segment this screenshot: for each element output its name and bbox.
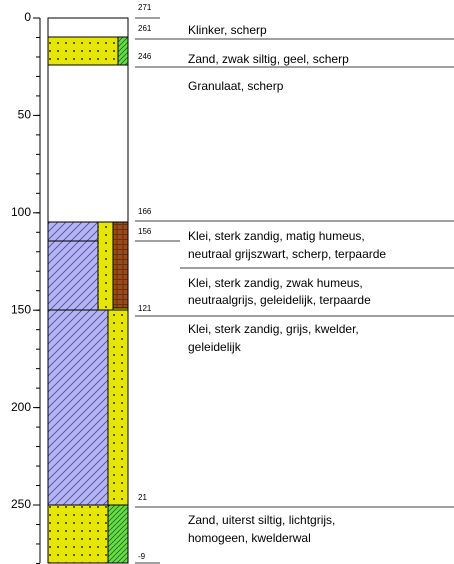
depth-tick-label: 200 [11,400,31,414]
elevation-label: 121 [138,304,152,313]
sand-layer [48,37,118,65]
layer-description: Klei, sterk zandig, zwak humeus, [188,276,363,290]
layer-description: Zand, uiterst siltig, lichtgrijs, [188,513,335,527]
elevation-label: 166 [138,207,152,216]
shell-strip [108,505,128,563]
elevation-label: -9 [138,552,146,561]
shell-strip [118,37,128,65]
brick-strip [113,222,128,308]
sand-layer [48,505,108,563]
depth-tick-label: 0 [24,10,31,24]
layer-description: Klinker, scherp [188,23,267,37]
sand-strip [108,310,128,505]
depth-tick-label: 100 [11,205,31,219]
depth-tick-label: 150 [11,302,31,316]
layer-description: Klei, sterk zandig, matig humeus, [188,229,365,243]
elevation-label: 271 [138,3,152,12]
elevation-label: 246 [138,52,152,61]
soil-column [48,18,128,563]
borehole-log: 0 50 100 150 200 250 271 261 Klinker, scherp 246 Z… [0,0,454,564]
layer-description: neutraalgrijs, geleidelijk, terpaarde [188,293,371,307]
layer-description: homogeen, kwelderwal [188,531,311,545]
layer-description: neutraal grijszwart, scherp, terpaarde [188,247,386,261]
depth-tick-label: 50 [18,108,32,122]
clay-layer [48,310,108,505]
clay-layer [48,222,98,241]
clay-layer [48,241,98,310]
elevation-label: 156 [138,227,152,236]
page: {"depth_axis": {"ticks": [0, 50, 100, 15… [0,0,454,564]
layer-description: geleidelijk [188,340,242,354]
layer-description: Granulaat, scherp [188,79,284,93]
elevation-label: 21 [138,493,147,502]
sand-strip [98,222,113,310]
depth-tick-label: 250 [11,497,31,511]
layer-description: Klei, sterk zandig, grijs, kwelder, [188,322,359,336]
elevation-label: 261 [138,24,152,33]
layer-description: Zand, zwak siltig, geel, scherp [188,52,349,66]
